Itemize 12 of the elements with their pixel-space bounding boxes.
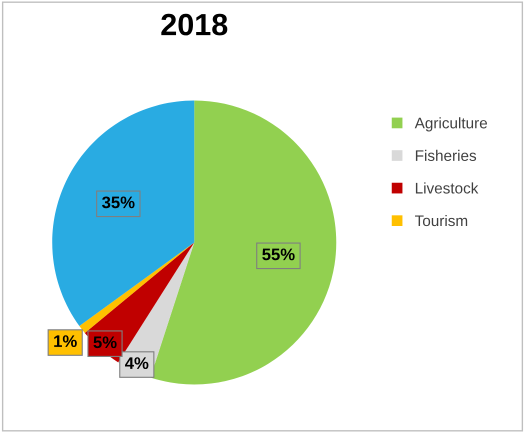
pie-slice (150, 100, 336, 384)
chart-title: 2018 (161, 14, 228, 36)
data-label: 5% (93, 336, 117, 348)
legend-label: Tourism (415, 214, 468, 226)
data-label: 55% (262, 248, 295, 260)
data-label: 4% (125, 357, 148, 369)
legend-label: Agriculture (414, 117, 488, 132)
legend-label: Livestock (416, 182, 478, 194)
legend-label: Fisheries (416, 150, 476, 162)
data-label: 35% (102, 196, 135, 208)
pie-slice (52, 100, 194, 326)
data-label: 1% (54, 335, 77, 348)
